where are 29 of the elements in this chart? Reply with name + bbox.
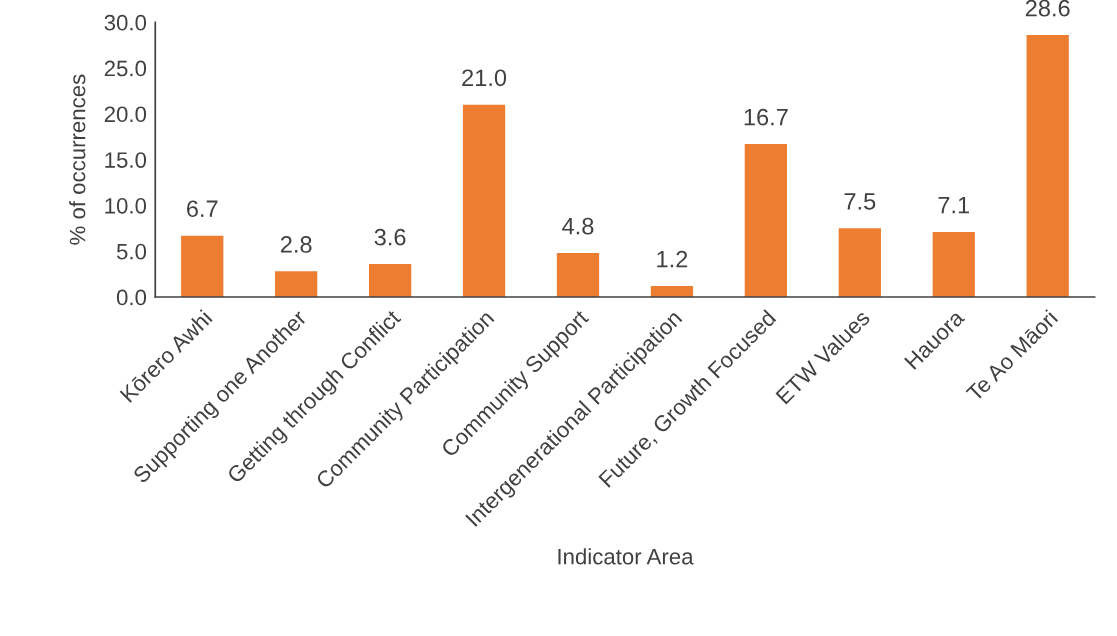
data-label: 2.8 [280,236,312,253]
y-tick-label: 30.0 [104,14,147,31]
data-label: 28.6 [1025,0,1070,17]
bar [838,228,881,298]
x-axis-title: Indicator Area [558,548,694,565]
bar [1026,35,1069,298]
data-label: 1.2 [657,250,688,268]
data-label: 7.1 [938,196,970,214]
y-tick-label: 5.0 [116,243,147,260]
y-axis-title: % of occurrences [69,74,86,245]
data-label: 6.7 [187,200,218,218]
bar [556,253,600,298]
y-tick-label: 15.0 [105,152,147,168]
bar [932,231,975,298]
y-tick-label: 0.0 [116,289,147,306]
data-label: 3.6 [374,228,406,246]
y-tick-label: 20.0 [104,106,147,123]
data-label: 4.8 [562,217,594,235]
data-label: 7.5 [844,193,876,210]
bar [181,235,224,298]
y-tick-label: 25.0 [104,60,147,77]
bar [744,144,788,298]
data-label: 16.7 [744,108,788,126]
data-label: 21.0 [462,69,507,87]
bar [275,271,318,298]
bar [650,286,694,298]
y-tick-label: 10.0 [105,197,147,214]
bar [368,264,412,298]
bar [462,104,506,298]
